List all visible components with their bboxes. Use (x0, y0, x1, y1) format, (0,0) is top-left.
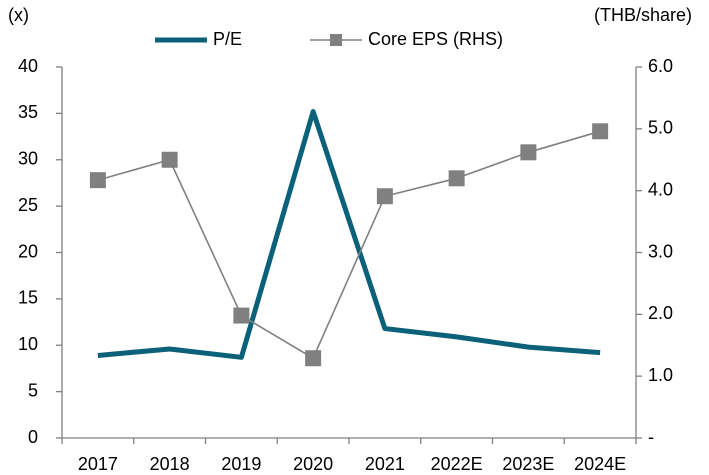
y2-tick-label: 1.0 (648, 365, 673, 385)
series-marker (520, 144, 537, 161)
y2-axis-label: (THB/share) (594, 5, 692, 25)
x-tick-label: 2024E (574, 454, 626, 474)
series-marker (376, 188, 393, 205)
y-tick-label: 35 (18, 102, 38, 122)
legend-marker (330, 34, 342, 46)
x-tick-label: 2020 (293, 454, 333, 474)
x-tick-label: 2021 (365, 454, 405, 474)
y2-tick-label: 4.0 (648, 179, 673, 199)
y-axis-label: (x) (8, 5, 29, 25)
y-tick-label: 0 (28, 427, 38, 447)
y2-tick-label: 2.0 (648, 303, 673, 323)
x-tick-label: 2019 (221, 454, 261, 474)
y-tick-label: 30 (18, 149, 38, 169)
y2-tick-label: 6.0 (648, 56, 673, 76)
y2-tick-label: 3.0 (648, 241, 673, 261)
x-tick-label: 2017 (78, 454, 118, 474)
x-tick-label: 2018 (150, 454, 190, 474)
y-tick-label: 15 (18, 288, 38, 308)
y2-tick-label: 5.0 (648, 118, 673, 138)
series-marker (592, 123, 609, 140)
series-marker (89, 172, 106, 189)
legend-label: Core EPS (RHS) (368, 29, 503, 49)
series-marker (161, 151, 178, 168)
y-tick-label: 10 (18, 334, 38, 354)
y2-tick-label: - (648, 427, 654, 447)
y-tick-label: 25 (18, 195, 38, 215)
series-line (97, 109, 601, 360)
y-tick-label: 5 (28, 380, 38, 400)
series-marker (305, 350, 322, 367)
legend-label: P/E (213, 29, 242, 49)
series-marker (233, 307, 250, 324)
series-marker (448, 170, 465, 187)
x-tick-label: 2022E (431, 454, 483, 474)
y-tick-label: 40 (18, 56, 38, 76)
y-tick-label: 20 (18, 241, 38, 261)
series-line (97, 130, 601, 360)
x-tick-label: 2023E (502, 454, 554, 474)
